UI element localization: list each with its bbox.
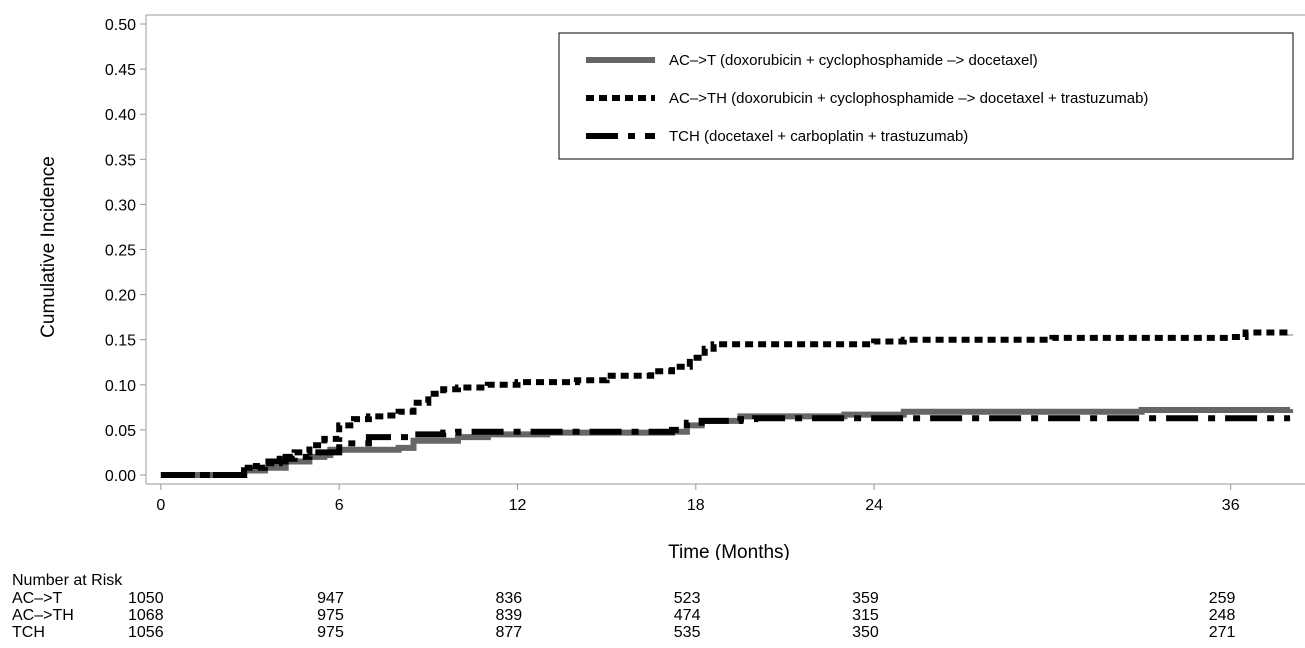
- x-tick-label: 18: [687, 497, 705, 514]
- risk-count: 523: [673, 590, 701, 607]
- legend-label: AC–>T (doxorubicin + cyclophosphamide –>…: [669, 52, 1038, 69]
- y-axis-label: Cumulative Incidence: [38, 156, 59, 338]
- y-axis: 0.00 0.05 0.10 0.15 0.20 0.25 0.30 0.35 0.40 0.45…: [105, 17, 146, 485]
- y-tick-label: 0.45: [105, 62, 136, 79]
- risk-count: 877: [495, 624, 523, 641]
- y-tick-label: 0.20: [105, 288, 136, 305]
- y-tick-label: 0.25: [105, 243, 136, 260]
- series-lines: [160, 329, 1294, 478]
- risk-count: 359: [852, 590, 879, 607]
- risk-count: 839: [495, 607, 523, 624]
- series-line-acth: [160, 329, 1294, 478]
- x-tick-label: 0: [156, 497, 165, 514]
- risk-row-label: TCH: [12, 624, 45, 641]
- risk-count: 1068: [128, 607, 164, 624]
- risk-count: 535: [673, 624, 701, 641]
- risk-count: 1050: [128, 590, 164, 607]
- risk-count: 1056: [128, 624, 164, 641]
- x-tick-label: 6: [335, 497, 344, 514]
- y-tick-label: 0.00: [105, 468, 136, 485]
- risk-count: 947: [317, 590, 344, 607]
- risk-count: 975: [317, 624, 344, 641]
- legend-label: TCH (docetaxel + carboplatin + trastuzum…: [669, 128, 968, 145]
- y-tick-label: 0.05: [105, 423, 136, 440]
- x-axis: 0 6 12 18 24 36: [156, 484, 1240, 514]
- y-tick-label: 0.50: [105, 17, 136, 34]
- cumulative-incidence-chart: 0.00 0.05 0.10 0.15 0.20 0.25 0.30 0.35 0.40 0.45…: [38, 14, 1305, 560]
- x-tick-label: 36: [1222, 497, 1240, 514]
- risk-count: 315: [852, 607, 879, 624]
- risk-count: 975: [317, 607, 344, 624]
- y-tick-label: 0.15: [105, 333, 136, 350]
- risk-count: 350: [852, 624, 879, 641]
- risk-count: 248: [1208, 607, 1236, 624]
- risk-row-label: AC–>T: [12, 590, 63, 607]
- risk-count: 271: [1208, 624, 1236, 641]
- risk-row-label: AC–>TH: [12, 607, 74, 624]
- risk-count: 259: [1208, 590, 1236, 607]
- legend-label: AC–>TH (doxorubicin + cyclophosphamide –…: [669, 90, 1148, 107]
- y-tick-label: 0.10: [105, 378, 136, 395]
- risk-count: 474: [673, 607, 701, 624]
- risk-count: 836: [495, 590, 523, 607]
- y-tick-label: 0.30: [105, 197, 136, 214]
- series-line-tch: [160, 415, 1291, 478]
- x-tick-label: 24: [865, 497, 883, 514]
- y-tick-label: 0.40: [105, 107, 136, 124]
- risk-table-title: Number at Risk: [12, 572, 123, 589]
- x-axis-label: Time (Months): [668, 542, 790, 560]
- y-tick-label: 0.35: [105, 152, 136, 169]
- legend: AC–>T (doxorubicin + cyclophosphamide –>…: [558, 32, 1294, 160]
- x-tick-label: 12: [509, 497, 527, 514]
- legend-box: [558, 32, 1294, 160]
